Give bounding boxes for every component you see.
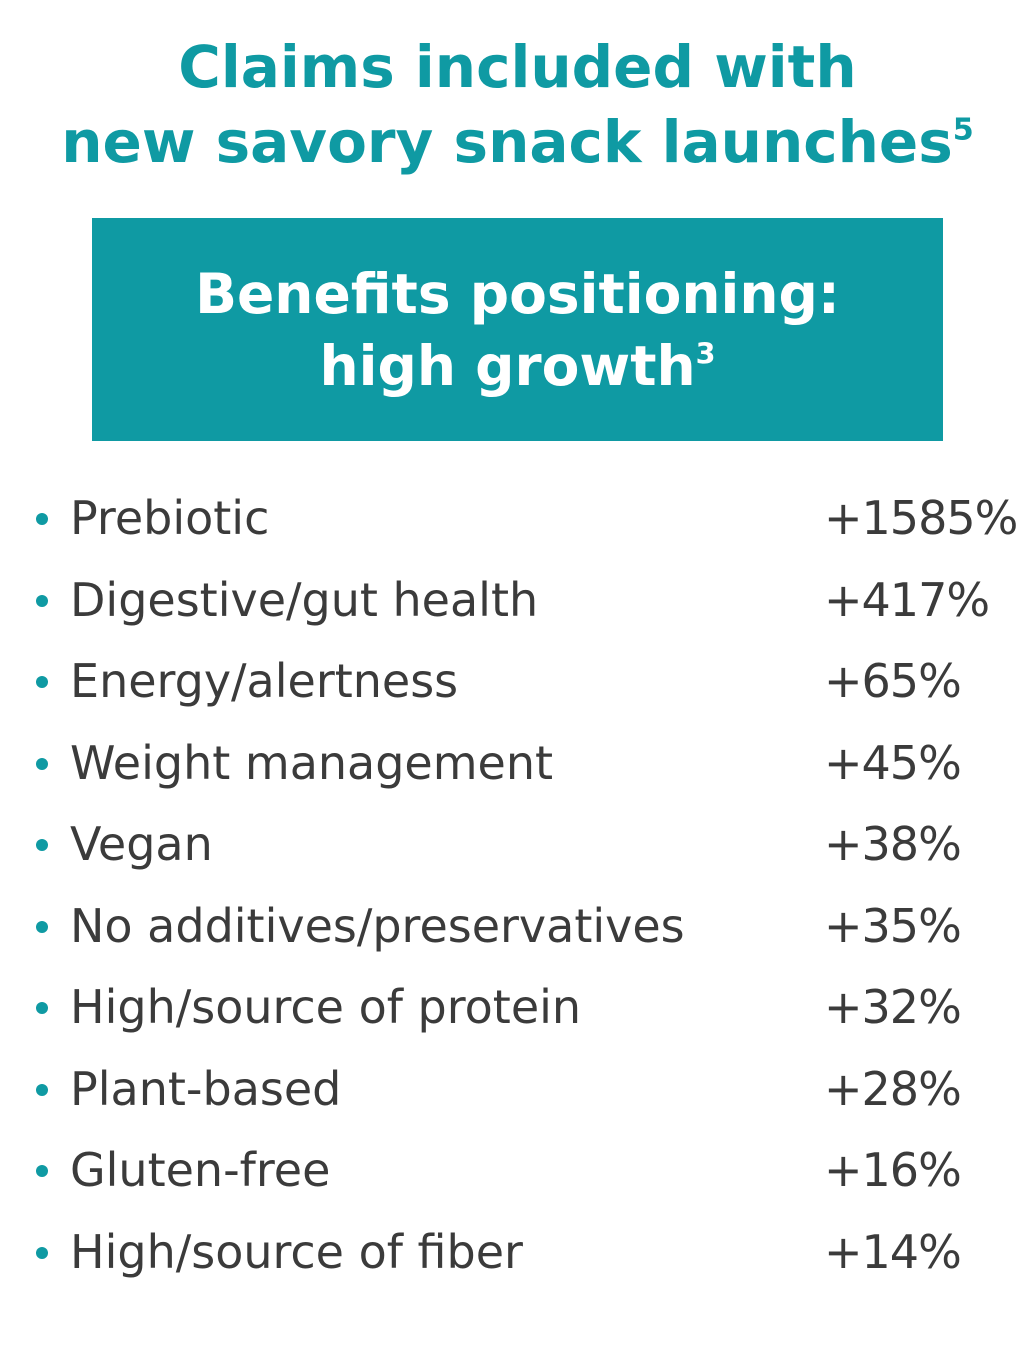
claim-growth-value: +45% <box>824 735 962 790</box>
list-item: Vegan +38% <box>0 804 1035 886</box>
claim-growth-value: +65% <box>824 654 962 708</box>
title-line-2-text: new savory snack launches <box>61 108 953 176</box>
claims-list: Prebiotic +1585% Digestive/gut health +417… <box>0 478 1035 1293</box>
list-item: Weight management +45% <box>0 723 1035 805</box>
bullet-dot-icon <box>36 839 48 851</box>
claim-growth-value: +32% <box>824 980 962 1034</box>
title-line-2: new savory snack launches5 <box>0 105 1035 180</box>
claim-label: High/source of fiber <box>70 1224 523 1279</box>
claim-growth-value: +38% <box>824 817 962 871</box>
bullet-dot-icon <box>36 1083 48 1096</box>
claim-label: Energy/alertness <box>70 654 459 708</box>
list-item: High/source of protein +32% <box>0 967 1035 1049</box>
list-item: Digestive/gut health +417% <box>0 560 1035 642</box>
benefits-banner: Benefits positioning: high growth3 <box>92 218 943 441</box>
page-title: Claims included with new savory snack la… <box>0 30 1035 180</box>
list-item: No additives/preservatives +35% <box>0 886 1035 968</box>
title-line-1: Claims included with <box>178 33 857 101</box>
banner-line-2-text: high growth <box>319 334 696 398</box>
claim-growth-value: +417% <box>824 572 990 627</box>
bullet-dot-icon <box>36 1165 48 1177</box>
bullet-dot-icon <box>36 1246 48 1259</box>
bullet-dot-icon <box>36 757 48 770</box>
banner-footnote-marker: 3 <box>695 336 716 371</box>
claim-label: Gluten-free <box>70 1143 331 1197</box>
claim-growth-value: +35% <box>824 898 962 953</box>
claim-label: No additives/preservatives <box>70 898 685 953</box>
claim-label: High/source of protein <box>70 980 582 1034</box>
banner-line-1: Benefits positioning: <box>195 262 840 326</box>
bullet-dot-icon <box>36 513 48 525</box>
claim-label: Digestive/gut health <box>70 572 539 627</box>
list-item: High/source of fiber +14% <box>0 1212 1035 1294</box>
bullet-dot-icon <box>36 920 48 933</box>
title-footnote-marker: 5 <box>952 112 974 148</box>
claim-label: Prebiotic <box>70 491 270 545</box>
bullet-dot-icon <box>36 676 48 688</box>
claim-label: Vegan <box>70 817 213 871</box>
claim-label: Weight management <box>70 735 554 790</box>
claim-growth-value: +28% <box>824 1061 962 1116</box>
claim-growth-value: +14% <box>824 1224 962 1279</box>
claim-growth-value: +16% <box>824 1143 962 1197</box>
claim-growth-value: +1585% <box>824 491 1018 545</box>
bullet-dot-icon <box>36 594 48 607</box>
bullet-dot-icon <box>36 1002 48 1014</box>
list-item: Plant-based +28% <box>0 1049 1035 1131</box>
banner-line-2: high growth3 <box>92 330 943 402</box>
list-item: Energy/alertness +65% <box>0 641 1035 723</box>
claim-label: Plant-based <box>70 1061 342 1116</box>
list-item: Gluten-free +16% <box>0 1130 1035 1212</box>
list-item: Prebiotic +1585% <box>0 478 1035 560</box>
